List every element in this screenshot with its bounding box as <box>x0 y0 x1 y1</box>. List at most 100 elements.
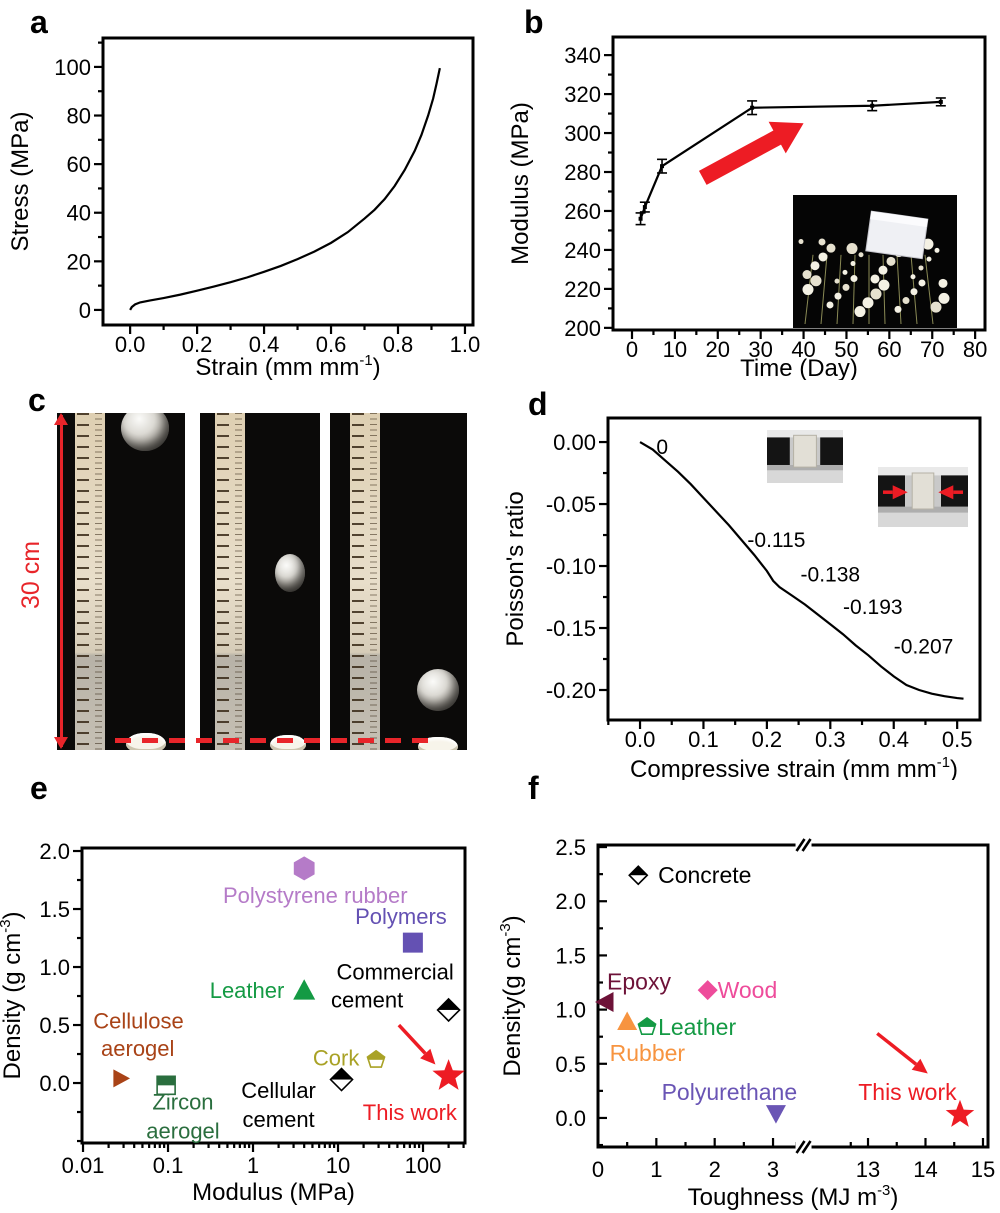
x-tick-label: 15 <box>971 1157 995 1182</box>
panel-label-b: b <box>524 4 544 40</box>
x-tick-label: 0.1 <box>153 1153 184 1178</box>
epoxy-marker <box>595 992 614 1013</box>
x-tick-label: 60 <box>877 337 901 362</box>
y-tick-label: -0.20 <box>546 677 596 702</box>
rubber-marker <box>617 1011 638 1031</box>
point-label: Leather <box>658 1014 736 1040</box>
annotation: -0.115 <box>747 528 805 551</box>
steel-ball <box>121 413 169 451</box>
y-axis-label: Density (g cm-3) <box>0 912 26 1080</box>
x-tick-label: 0.6 <box>316 332 347 357</box>
polystyrene-rubber-marker <box>293 856 315 881</box>
y-tick-label: 2.0 <box>39 839 70 864</box>
point-label: Leather <box>210 978 285 1003</box>
ruler <box>350 413 380 750</box>
y-tick-label: 1.0 <box>39 955 70 980</box>
axes: 0 1 2 3 13 14 15 0.0 0.5 1.0 1.5 2.0 2.5 <box>555 835 995 1182</box>
point-label: Cellulose <box>93 1008 184 1033</box>
point-label: Polystyrene rubber <box>223 883 408 908</box>
y-tick-label: 200 <box>564 315 601 340</box>
leather-marker <box>637 1016 657 1036</box>
x-axis-label: Time (Day) <box>740 355 858 380</box>
aerogel-block-on-flowers-photo <box>793 195 957 328</box>
x-tick-label: 80 <box>963 337 987 362</box>
point-label: cement <box>331 987 403 1012</box>
poissons-ratio-curve <box>639 441 964 700</box>
point-label: This work <box>858 1079 957 1105</box>
x-tick-label: 0.01 <box>62 1153 105 1178</box>
ruler <box>215 413 245 750</box>
steel-ball <box>275 554 305 592</box>
axes: 0.01 0.1 1 10 100 0.0 0.5 1.0 1.5 2.0 <box>39 839 467 1178</box>
drop-height-label: 30 cm <box>17 540 45 610</box>
y-tick-label: 340 <box>564 43 601 68</box>
x-tick-label: 50 <box>834 337 858 362</box>
x-tick-label: 0.5 <box>942 727 973 752</box>
axes: 0.0 0.2 0.4 0.6 0.8 1.0 0 20 40 60 80 100 <box>54 36 480 357</box>
annotation: 0 <box>656 436 668 459</box>
x-axis-label: Toughness (MJ m-3) <box>688 1183 899 1211</box>
modulus-aging-curve-point <box>638 216 643 221</box>
panel-d-poisson-ratio-chart: 0.0 0.1 0.2 0.3 0.4 0.5 0.00 -0.05 -0.10 -0.15 -0.… <box>502 416 982 780</box>
this-work-arrow <box>397 1023 436 1065</box>
y-tick-label: 280 <box>564 160 601 185</box>
x-tick-label: 100 <box>405 1153 442 1178</box>
x-tick-label: 20 <box>706 337 730 362</box>
x-tick-label: 70 <box>920 337 944 362</box>
panel-c-ball-rebound-photos: 30 cm <box>0 380 500 780</box>
x-tick-label: 2 <box>709 1157 721 1182</box>
y-tick-label: -0.15 <box>546 616 596 641</box>
y-tick-label: 0.00 <box>553 430 596 455</box>
point-label: This work <box>363 1100 458 1125</box>
x-tick-label: 1 <box>650 1157 662 1182</box>
y-tick-label: 60 <box>67 152 91 177</box>
lateral-arrow-right <box>938 485 963 500</box>
compression-initial-photo <box>767 430 843 483</box>
height-measure-arrow <box>54 413 68 749</box>
point-label: Polymers <box>355 903 447 928</box>
polyurethane-marker <box>765 1105 786 1124</box>
modulus-aging-curve-point <box>642 205 647 210</box>
x-tick-label: 0.0 <box>625 727 656 752</box>
axes: 0 10 20 30 40 50 60 70 80 200 220 240 260 280 300 320 34… <box>564 35 987 362</box>
x-tick-label: 30 <box>748 337 772 362</box>
x-tick-label: 1 <box>247 1153 259 1178</box>
compression-lateral-shrink-photo <box>878 467 968 527</box>
x-tick-label: 10 <box>663 337 687 362</box>
cellular-cement-marker <box>329 1067 354 1092</box>
point-label: Wood <box>718 977 778 1003</box>
cellulose-aerogel-marker <box>113 1069 131 1088</box>
commercial-cement-marker <box>436 997 461 1023</box>
point-label: cement <box>243 1106 315 1131</box>
ruler <box>75 413 105 750</box>
point-label: Cork <box>313 1045 360 1070</box>
y-axis-label: Poisson's ratio <box>502 491 529 646</box>
y-axis-label: Modulus (MPa) <box>507 102 534 265</box>
point-label: Cellular <box>241 1077 316 1102</box>
modulus-aging-curve-point <box>750 105 755 110</box>
panel-label-f: f <box>528 770 539 806</box>
y-tick-label: 0 <box>79 297 91 322</box>
x-tick-label: 14 <box>913 1157 937 1182</box>
x-tick-label: 0 <box>592 1157 604 1182</box>
x-tick-label: 0.2 <box>752 727 783 752</box>
modulus-aging-curve-point <box>870 103 875 108</box>
panel-b-modulus-time-chart: 0 10 20 30 40 50 60 70 80 200 220 240 260 280 300 320 34… <box>507 35 987 380</box>
y-tick-label: 300 <box>564 121 601 146</box>
y-axis-label: Density(g cm-3) <box>500 915 526 1076</box>
y-tick-label: 20 <box>67 249 91 274</box>
y-tick-label: 240 <box>564 237 601 262</box>
polymers-marker <box>402 932 423 953</box>
leather-marker <box>293 979 316 1000</box>
point-label: Epoxy <box>607 968 671 994</box>
x-tick-label: 40 <box>791 337 815 362</box>
steel-ball <box>417 669 459 711</box>
y-tick-label: -0.05 <box>546 492 596 517</box>
cork-marker <box>366 1049 386 1068</box>
concrete-marker <box>628 865 649 886</box>
modulus-aging-curve-point <box>938 99 943 104</box>
x-tick-label: 0.2 <box>182 332 213 357</box>
x-tick-label: 3 <box>767 1157 779 1182</box>
y-tick-label: 0.5 <box>555 1051 586 1076</box>
x-tick-label: 0.8 <box>383 332 414 357</box>
